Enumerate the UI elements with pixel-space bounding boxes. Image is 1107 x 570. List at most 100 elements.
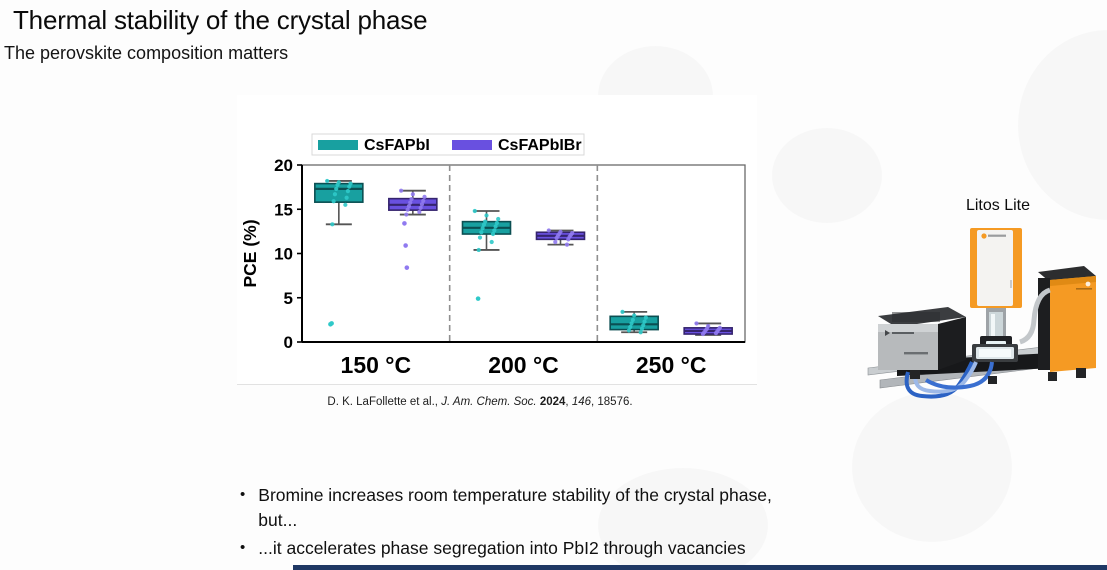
background-blob <box>852 392 1012 542</box>
data-point <box>546 228 551 233</box>
box-group-CsFAPbIBr-150°C <box>388 188 438 270</box>
data-point <box>472 208 477 214</box>
list-item: • ...it accelerates phase segregation in… <box>240 536 796 561</box>
box-group-CsFAPbIBr-200°C <box>535 228 586 247</box>
blue-tube <box>904 361 974 399</box>
fluxim-logo-text <box>892 332 914 334</box>
data-point <box>477 235 483 240</box>
y-tick-label: 20 <box>274 156 293 175</box>
data-point <box>343 202 348 207</box>
data-point <box>639 326 645 331</box>
list-item: • Bromine increases room temperature sta… <box>240 483 796 533</box>
data-point <box>642 319 647 324</box>
legend-swatch <box>318 140 358 150</box>
legend-label: CsFAPbI <box>364 137 430 154</box>
bullet-icon: • <box>240 486 246 503</box>
equipment-label: Litos Lite <box>965 197 1031 214</box>
left-unit-front-panel <box>878 324 938 370</box>
data-point <box>408 200 413 205</box>
slide-title: Thermal stability of the crystal phase <box>13 5 428 35</box>
y-tick-label: 10 <box>274 245 293 264</box>
legend-frame <box>311 133 585 156</box>
data-point <box>626 328 632 333</box>
wavelabs-logo-dot <box>1085 281 1091 287</box>
citation-part: 2024 <box>539 396 566 408</box>
data-point <box>564 242 570 247</box>
foot <box>910 370 920 379</box>
foot <box>1076 368 1086 378</box>
sample-holder-glow <box>979 349 1011 357</box>
boxplot-figure: 0 5 10 15 20 PCE (%) 150 °C 200 °C 250 °C CsFAPbI… <box>237 95 757 385</box>
data-point <box>494 220 499 226</box>
lamp-glass-shine <box>991 314 995 336</box>
bullet-text: Bromine increases room temperature stabi… <box>258 485 772 530</box>
right-unit-front <box>1050 276 1096 372</box>
citation-part: 146 <box>571 396 591 408</box>
left-unit-model-text <box>904 352 928 355</box>
data-point <box>334 186 339 191</box>
outlier-point <box>402 221 407 226</box>
data-point <box>480 226 485 231</box>
outlier-point <box>403 243 408 248</box>
data-point <box>628 324 633 330</box>
background-blob <box>1018 30 1107 220</box>
foot <box>1048 372 1057 381</box>
data-point <box>479 230 484 235</box>
tower-handle <box>1010 280 1012 288</box>
data-point <box>629 321 634 326</box>
litos-lite-equipment-image <box>867 228 1096 399</box>
left-unit-front-shine <box>878 324 938 332</box>
right-unit-top <box>1038 266 1096 282</box>
data-point <box>409 196 414 202</box>
data-point <box>331 199 336 204</box>
tower-front-panel <box>977 230 1013 306</box>
data-point <box>493 224 498 229</box>
right-unit-label-line <box>1076 288 1092 290</box>
wavelabs-logo-dot <box>981 233 987 239</box>
boxplot-chart: 0 5 10 15 20 PCE (%) 150 °C 200 °C 250 °C CsFAPbI… <box>240 133 746 378</box>
data-point <box>345 189 351 194</box>
data-point <box>632 313 637 318</box>
legend-swatch <box>452 140 492 150</box>
data-point <box>421 198 426 203</box>
data-point <box>330 222 335 227</box>
data-point <box>496 216 501 222</box>
data-point <box>489 239 494 245</box>
data-point <box>553 239 558 245</box>
data-point <box>405 207 410 212</box>
x-tick-label: 150 °C <box>341 352 412 378</box>
legend-label: CsFAPbIBr <box>498 137 582 154</box>
data-point <box>422 194 427 199</box>
data-point <box>418 205 423 211</box>
box-group-CsFAPbI-200°C <box>461 208 512 301</box>
fluxim-logo <box>885 330 890 336</box>
data-point <box>620 309 625 315</box>
footer-accent-bar <box>293 565 1107 570</box>
data-point <box>700 331 706 337</box>
data-point <box>490 231 496 237</box>
right-unit-front-shade <box>1050 276 1096 286</box>
x-tick-label: 250 °C <box>636 352 707 378</box>
data-point <box>638 330 643 335</box>
tower-logo-text <box>988 234 1006 237</box>
bullet-text: ...it accelerates phase segregation into… <box>258 537 746 558</box>
data-point <box>481 222 486 227</box>
left-unit-side <box>938 317 966 370</box>
box-group-CsFAPbI-250°C <box>609 309 659 335</box>
bullet-list: • Bromine increases room temperature sta… <box>240 483 796 564</box>
blue-tube <box>913 361 978 394</box>
left-unit-vents <box>892 312 940 322</box>
data-point <box>410 192 415 197</box>
data-point <box>566 237 571 242</box>
bullet-icon: • <box>240 538 246 556</box>
data-point <box>713 331 719 336</box>
data-point <box>332 192 338 197</box>
data-point <box>492 228 497 233</box>
box-group-CsFAPbI-150°C <box>314 178 364 327</box>
outlier-point <box>475 296 481 301</box>
data-point <box>406 204 412 209</box>
data-point <box>325 178 330 184</box>
citation-part: , <box>565 396 572 408</box>
data-point <box>335 182 340 188</box>
